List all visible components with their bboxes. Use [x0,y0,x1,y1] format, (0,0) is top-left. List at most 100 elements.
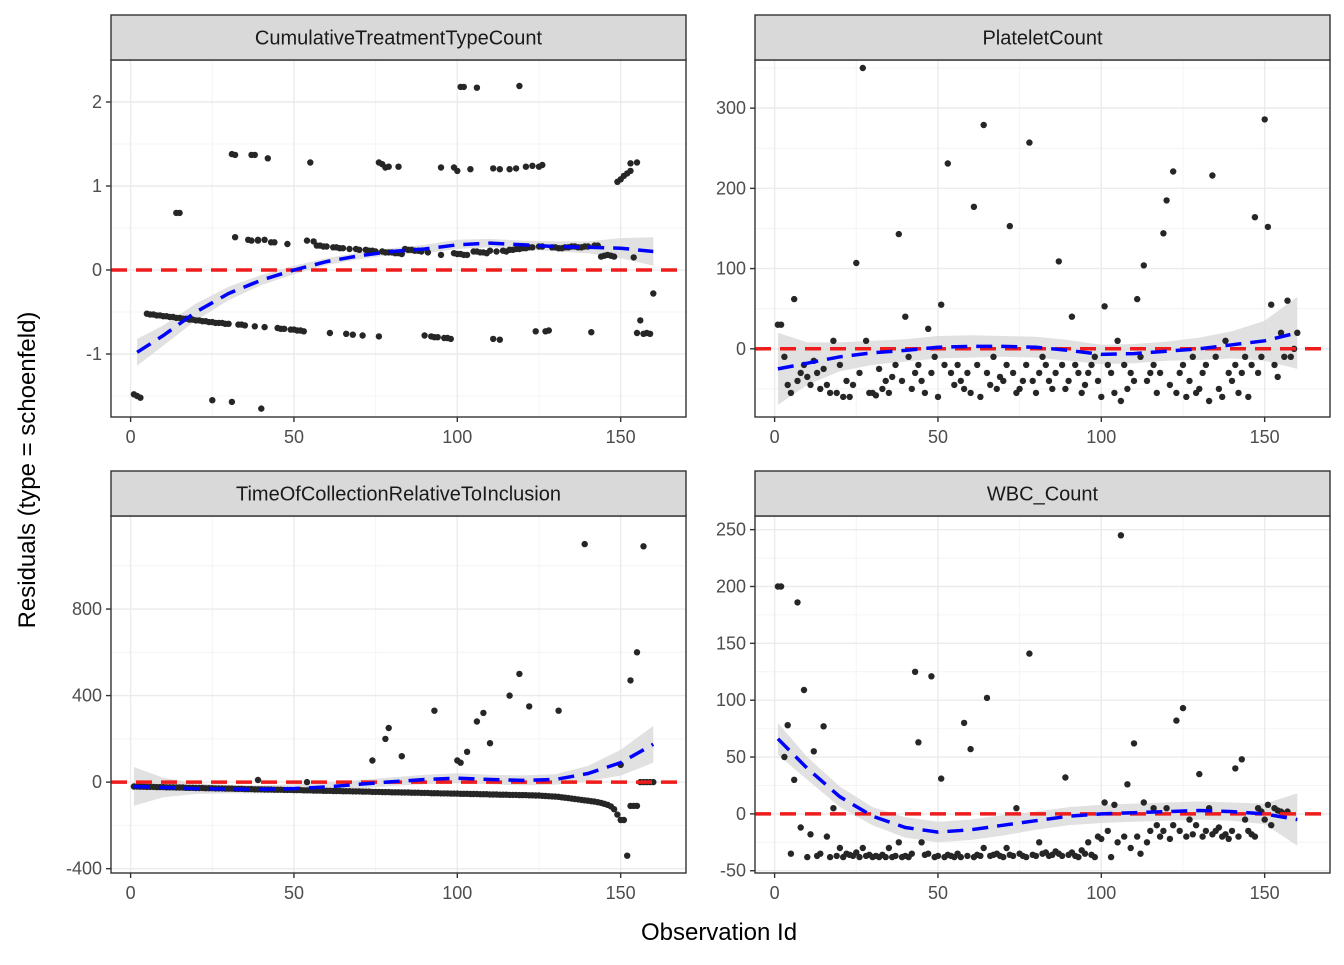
residual-point [1232,765,1239,772]
residual-point [284,240,291,248]
residual-point [555,707,562,714]
residual-point [1209,172,1216,179]
residual-point [1150,805,1157,812]
residual-point [960,385,968,393]
residual-point [1235,833,1242,840]
residual-point [1058,361,1066,369]
residual-point [797,824,804,831]
residual-point [1032,389,1040,397]
x-axis-title: Observation Id [641,919,797,946]
residual-point [496,336,503,343]
residual-point [251,151,258,159]
y-tick-label: 250 [716,520,746,540]
residual-point [1045,377,1053,385]
residual-point [647,0,653,3]
residual-point [918,377,925,385]
residual-point [1058,852,1066,860]
residual-point [480,709,487,717]
residual-point [1156,369,1164,377]
x-tick-label: 50 [928,427,948,447]
residual-point [421,332,428,339]
residual-point [271,239,278,246]
residual-point [506,166,513,173]
residual-point [957,853,964,861]
residual-point [941,361,948,369]
residual-point [1183,833,1190,840]
residual-point [791,776,798,783]
residual-point [539,161,546,169]
residual-point [853,259,860,267]
residual-point [463,748,471,755]
residual-point [859,64,866,72]
residual-point [964,852,971,860]
y-tick-label: 0 [736,804,746,824]
residual-point [911,668,919,675]
residual-point [882,853,889,861]
x-tick-label: 0 [126,883,136,903]
residual-point [1098,393,1105,401]
residual-point [1134,295,1141,303]
residual-point [1081,381,1089,389]
residual-point [846,393,853,401]
residual-point [1179,361,1187,369]
residual-point [1000,377,1007,385]
residual-point [1277,329,1285,336]
residual-point [1232,361,1239,369]
y-tick-label: 1 [92,176,102,196]
residual-point [650,290,657,297]
y-tick-label: 2 [92,92,102,112]
residual-point [784,722,791,729]
residual-point [830,805,837,812]
x-tick-label: 150 [606,427,636,447]
residual-point [970,203,978,210]
residual-point [447,335,454,343]
residual-point [781,353,788,360]
residual-point [951,381,958,389]
residual-point [990,353,997,360]
residual-point [1248,361,1255,369]
residual-point [437,251,445,259]
residual-point [1163,197,1170,204]
residual-point [879,385,886,393]
residual-point [620,816,628,824]
residual-point [856,369,863,377]
residual-point [1189,353,1197,360]
residual-point [797,369,804,377]
residual-point [1111,389,1118,397]
residual-point [1143,377,1151,385]
residual-point [231,151,239,159]
residual-point [614,811,621,818]
residual-point [964,369,971,377]
residual-point [1026,139,1033,146]
residual-point [375,333,383,340]
y-tick-label: 200 [716,576,746,596]
residual-point [889,373,896,381]
residual-point [251,323,258,330]
residual-point [1238,756,1246,763]
residual-point [794,599,801,606]
residual-point [1000,853,1007,861]
residual-point [516,82,523,90]
residual-point [650,0,656,3]
residual-point [303,237,311,244]
residual-point [1019,377,1027,385]
smooth-trend-line [133,742,655,792]
residual-point [310,238,317,245]
confidence-band [777,296,1298,405]
residual-point [1117,532,1125,539]
y-tick-label: -50 [720,861,746,881]
residual-point [882,377,889,385]
residual-point [395,163,402,170]
facet-strip [110,470,687,517]
residual-point [1245,393,1252,401]
residual-point [954,361,961,369]
residual-point [1264,801,1272,808]
residual-point [1143,839,1151,846]
residual-point [813,369,821,377]
residual-point [1124,385,1131,393]
residual-point [895,839,902,846]
residual-point [323,243,330,250]
